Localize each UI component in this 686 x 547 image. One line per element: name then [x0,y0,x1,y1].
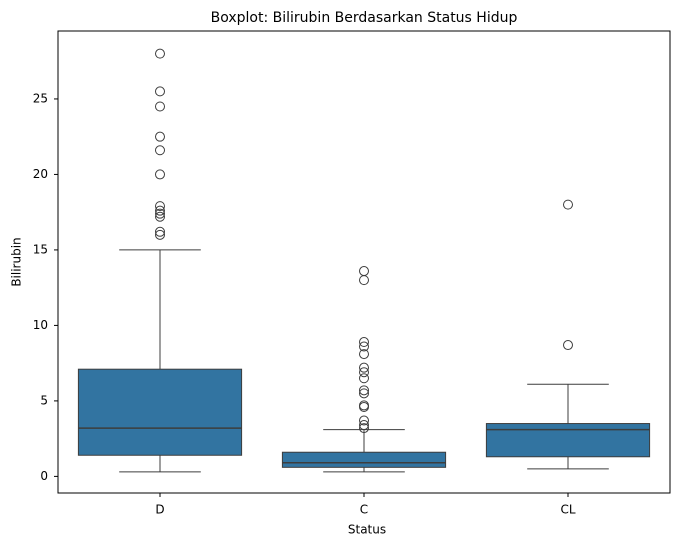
outlier [155,226,165,237]
outlier [155,86,165,97]
chart-title: Boxplot: Bilirubin Berdasarkan Status Hi… [211,10,518,26]
outlier [359,385,369,396]
x-tick-label: D [155,503,164,517]
outlier [359,362,369,373]
outlier [359,275,369,286]
box [281,451,447,468]
y-tick-label: 5 [40,393,48,407]
x-tick-label: C [360,503,368,517]
outlier [359,349,369,360]
outlier [359,367,369,378]
x-tick-label: CL [560,503,575,517]
outlier [155,131,165,142]
outlier [563,199,573,210]
outlier [155,48,165,59]
outlier [563,340,573,351]
outlier [155,211,165,222]
y-tick-label: 20 [33,167,48,181]
outlier [359,420,369,431]
outlier [155,229,165,240]
box [485,423,651,458]
outlier [155,169,165,180]
y-axis-label: Bilirubin [10,237,24,286]
x-axis-label: Status [348,523,386,537]
outlier [155,208,165,219]
outlier [155,101,165,112]
y-tick-label: 25 [33,91,48,105]
outlier [359,337,369,348]
outlier [359,415,369,426]
outlier [359,423,369,434]
outlier [359,401,369,412]
box [77,368,243,456]
outlier [359,373,369,384]
outlier [359,388,369,399]
y-tick-label: 0 [40,469,48,483]
plot-frame [57,30,671,494]
outlier [359,341,369,352]
y-tick-label: 10 [33,318,48,332]
outlier [155,145,165,156]
y-tick-label: 15 [33,242,48,256]
outlier [155,205,165,216]
outlier [155,201,165,212]
